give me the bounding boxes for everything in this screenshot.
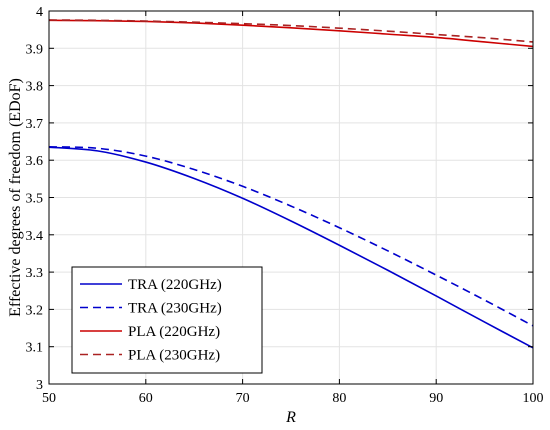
- y-tick-label: 3.1: [26, 341, 44, 356]
- y-tick-label: 3: [36, 378, 43, 393]
- series-line-3: [48, 19, 534, 43]
- legend-label-1: TRA (230GHz): [128, 301, 222, 317]
- y-tick-label: 3.3: [26, 266, 44, 281]
- x-tick-label: 70: [236, 391, 250, 406]
- series-line-2: [48, 19, 534, 48]
- series-line-1: [48, 145, 534, 327]
- legend: TRA (220GHz) TRA (230GHz) PLA (220GHz) PLA …: [71, 266, 263, 374]
- legend-label-3: PLA (230GHz): [128, 348, 220, 364]
- y-tick-label: 3.6: [26, 154, 44, 169]
- x-tick-label: 50: [42, 391, 56, 406]
- y-axis-label: Effective degrees of freedom (EDoF): [7, 78, 24, 317]
- series-line-0: [48, 146, 534, 349]
- tick-layer: 50 60 70 80 90 100 3 3.1 3.2 3.3 3.4 3.5 3.6 3.7 3.8 3.…: [26, 5, 544, 406]
- y-tick-label: 3.9: [26, 42, 44, 57]
- x-tick-label: 60: [139, 391, 153, 406]
- x-tick-label: 90: [429, 391, 443, 406]
- series-layer: [48, 19, 534, 349]
- y-tick-label: 3.8: [26, 80, 44, 95]
- x-tick-label: 80: [332, 391, 346, 406]
- y-tick-label: 3.7: [26, 117, 44, 132]
- legend-label-0: TRA (220GHz): [128, 277, 222, 293]
- y-tick-label: 3.5: [26, 192, 44, 207]
- legend-label-2: PLA (220GHz): [128, 324, 220, 340]
- x-axis-label: R: [285, 409, 296, 426]
- y-tick-label: 3.2: [26, 303, 44, 318]
- y-tick-label: 3.4: [26, 229, 44, 244]
- y-tick-label: 4: [36, 5, 43, 20]
- x-tick-label: 100: [523, 391, 544, 406]
